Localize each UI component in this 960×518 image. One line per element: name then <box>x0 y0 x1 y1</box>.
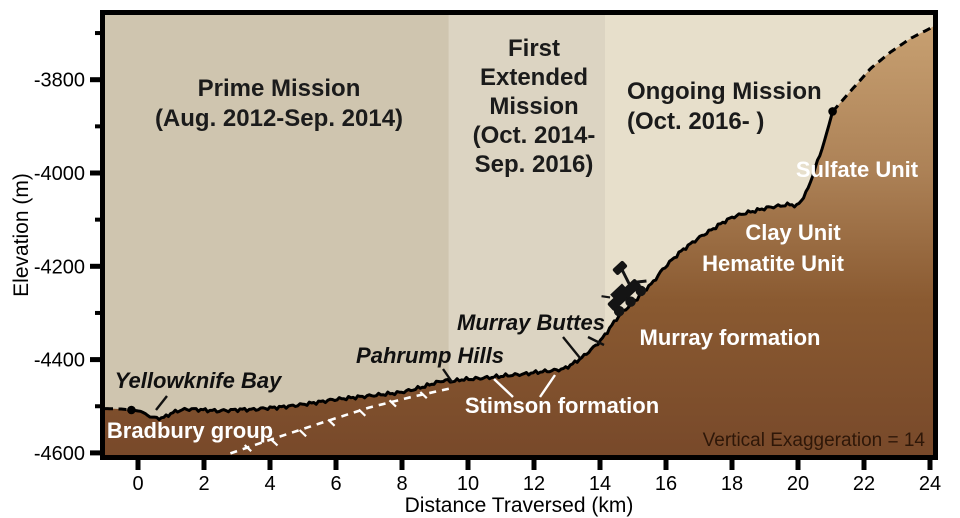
annotation-prime-mission: Prime Mission (Aug. 2012-Sep. 2014) <box>155 75 403 132</box>
label-leader-line <box>587 335 605 347</box>
y-axis-tick-label: -4000 <box>34 163 85 185</box>
x-axis-tick-label: 24 <box>919 473 941 495</box>
profile-line-pre-landing-dashed <box>105 407 132 412</box>
label-leader-line-white <box>539 374 556 398</box>
contact-tick <box>327 418 336 427</box>
x-axis-tick-label: 18 <box>721 473 743 495</box>
x-axis-tick-label: 0 <box>132 473 143 495</box>
annotation-first-extended-mission: First Extended Mission (Oct. 2014-Sep. 2016… <box>473 35 596 178</box>
x-axis-tick-label: 4 <box>264 473 275 495</box>
contact-tick <box>419 391 428 399</box>
y-axis-tick-label: -4400 <box>34 350 85 372</box>
contact-tick <box>243 444 252 452</box>
annotation-ongoing-mission: Ongoing Mission (Oct. 2016- ) <box>627 78 822 135</box>
x-axis-tick-label: 22 <box>853 473 875 495</box>
y-axis-tick-label: -4600 <box>34 443 85 465</box>
y-axis-tick-label: -4200 <box>34 256 85 278</box>
y-axis-title: Elevation (m) <box>10 173 33 297</box>
annotation-murray-formation: Murray formation <box>640 325 821 350</box>
annotation-bradbury-group: Bradbury group <box>107 418 273 443</box>
annotation-stimson-formation: Stimson formation <box>465 393 659 418</box>
annotation-hematite-unit: Hematite Unit <box>702 251 844 276</box>
contact-tick <box>388 399 397 408</box>
label-leader-line <box>442 368 453 383</box>
annotation-pahrump-hills: Pahrump Hills <box>356 343 504 368</box>
contact-tick <box>270 438 279 447</box>
x-axis-tick-label: 16 <box>655 473 677 495</box>
label-leader-line <box>155 395 168 411</box>
bradbury-stimson-contact-line <box>229 387 451 455</box>
annotation-sulfate-unit: Sulfate Unit <box>796 157 919 182</box>
plot-border <box>100 10 938 460</box>
x-axis-tick-label: 20 <box>787 473 809 495</box>
y-axis-tick-label: -3800 <box>34 70 85 92</box>
x-axis-tick-label: 12 <box>523 473 545 495</box>
waypoint-marker-1 <box>828 107 837 116</box>
terrain-fill <box>105 26 933 455</box>
annotation-yellowknife-bay: Yellowknife Bay <box>115 368 283 393</box>
contact-tick <box>298 429 307 438</box>
mission-zone-0 <box>105 15 449 455</box>
x-axis-tick-label: 8 <box>396 473 407 495</box>
x-axis-title: Distance Traversed (km) <box>405 494 634 517</box>
x-axis-tick-label: 10 <box>457 473 479 495</box>
profile-line-solid <box>131 111 835 422</box>
x-axis-tick-label: 2 <box>198 473 209 495</box>
label-leader-line <box>562 336 581 359</box>
profile-line-projected-dashed <box>831 25 934 113</box>
curiosity-rover-icon <box>601 260 647 317</box>
annotation-clay-unit: Clay Unit <box>745 220 841 245</box>
label-leader-line-white <box>493 378 514 398</box>
x-axis-tick-label: 6 <box>330 473 341 495</box>
contact-tick <box>358 408 367 417</box>
x-axis-tick-label: 14 <box>589 473 611 495</box>
waypoint-marker-0 <box>127 405 136 415</box>
annotation-murray-buttes: Murray Buttes <box>457 310 605 335</box>
annotation-vertical-exaggeration: Vertical Exaggeration = 14 <box>703 430 926 451</box>
